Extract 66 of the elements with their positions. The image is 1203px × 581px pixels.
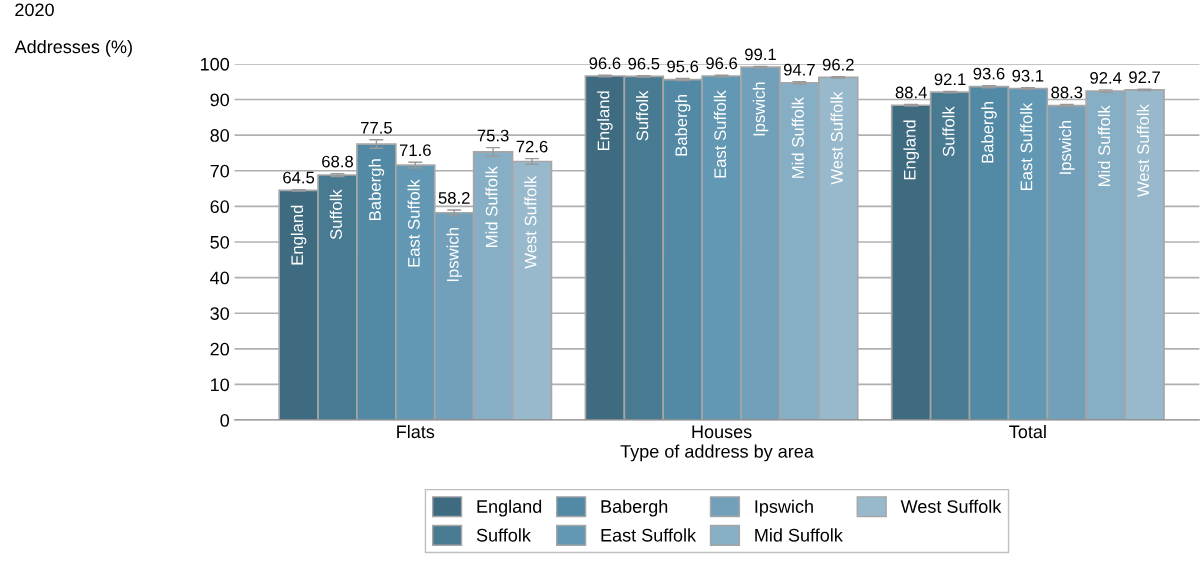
y-tick-label: 30 <box>210 307 230 320</box>
y-tick-label: 0 <box>220 414 230 427</box>
legend-label: England <box>477 499 542 517</box>
y-tick-label: 60 <box>210 200 230 214</box>
data-label: 99.1 <box>745 48 776 61</box>
text: Mid Suffolk <box>1097 105 1111 186</box>
data-label: 68.8 <box>322 155 353 168</box>
text: Suffolk <box>636 90 649 141</box>
text: 2020 <box>15 3 54 17</box>
legend-label: Suffolk <box>476 528 531 542</box>
data-label: 92.1 <box>934 73 966 86</box>
text: England <box>903 120 919 180</box>
text: West Suffolk <box>830 91 843 185</box>
text: Babergh <box>368 159 385 220</box>
y-tick-label: 90 <box>210 93 230 107</box>
y-tick-label: 40 <box>210 271 230 285</box>
text: East Suffolk <box>1020 102 1033 190</box>
data-label: 96.2 <box>822 58 854 71</box>
data-label: 88.4 <box>895 86 927 99</box>
text: Babergh <box>981 102 997 163</box>
data-label: 93.1 <box>1012 69 1044 82</box>
text: West Suffolk <box>1136 104 1150 198</box>
text: Mid Suffolk <box>791 97 804 178</box>
legend-label: Babergh <box>601 499 668 517</box>
text: Mid Suffolk <box>485 166 498 247</box>
y-tick-label: 70 <box>210 164 230 178</box>
y-tick-label: 20 <box>210 342 230 356</box>
x-tick-label: Total <box>1009 424 1046 439</box>
text: Babergh <box>674 94 691 156</box>
data-label: 92.7 <box>1129 71 1160 84</box>
legend-label: East Suffolk <box>601 528 697 542</box>
text: West Suffolk <box>524 175 537 269</box>
text: Suffolk <box>329 189 342 240</box>
data-label: 75.3 <box>477 129 509 142</box>
text: Ipswich <box>446 228 462 282</box>
data-label: 96.5 <box>628 57 660 70</box>
y-axis-title: Addresses (%) <box>14 39 132 57</box>
data-label: 88.3 <box>1051 86 1083 99</box>
x-axis-title: Type of address by area <box>620 444 814 462</box>
text: East Suffolk <box>713 90 727 178</box>
y-tick-label: 10 <box>211 378 230 392</box>
y-tick-label: 50 <box>210 235 230 249</box>
data-label: 94.7 <box>783 63 815 76</box>
text: England <box>597 91 613 151</box>
y-tick-label: 80 <box>210 129 230 142</box>
data-label: 64.5 <box>283 171 315 184</box>
data-label: 71.6 <box>399 144 431 157</box>
text: England <box>290 205 307 265</box>
x-tick-label: Flats <box>397 424 435 439</box>
data-label: 58.2 <box>438 191 470 204</box>
text: Suffolk <box>942 106 955 157</box>
data-label: 96.6 <box>589 57 621 70</box>
data-label: 72.6 <box>516 140 548 153</box>
x-tick-label: Houses <box>692 425 752 439</box>
text: Ipswich <box>752 82 769 136</box>
data-label: 77.5 <box>361 122 392 134</box>
data-label: 93.6 <box>973 67 1005 80</box>
legend-label: Ipswich <box>755 499 813 517</box>
legend-label: West Suffolk <box>900 499 1002 513</box>
data-label: 92.4 <box>1090 71 1122 84</box>
y-tick-label: 100 <box>200 57 230 71</box>
text: East Suffolk <box>407 179 420 267</box>
data-label: 95.6 <box>667 60 699 73</box>
data-label: 96.6 <box>706 57 738 70</box>
legend-label: Mid Suffolk <box>755 528 843 542</box>
text: Ipswich <box>1059 120 1075 174</box>
